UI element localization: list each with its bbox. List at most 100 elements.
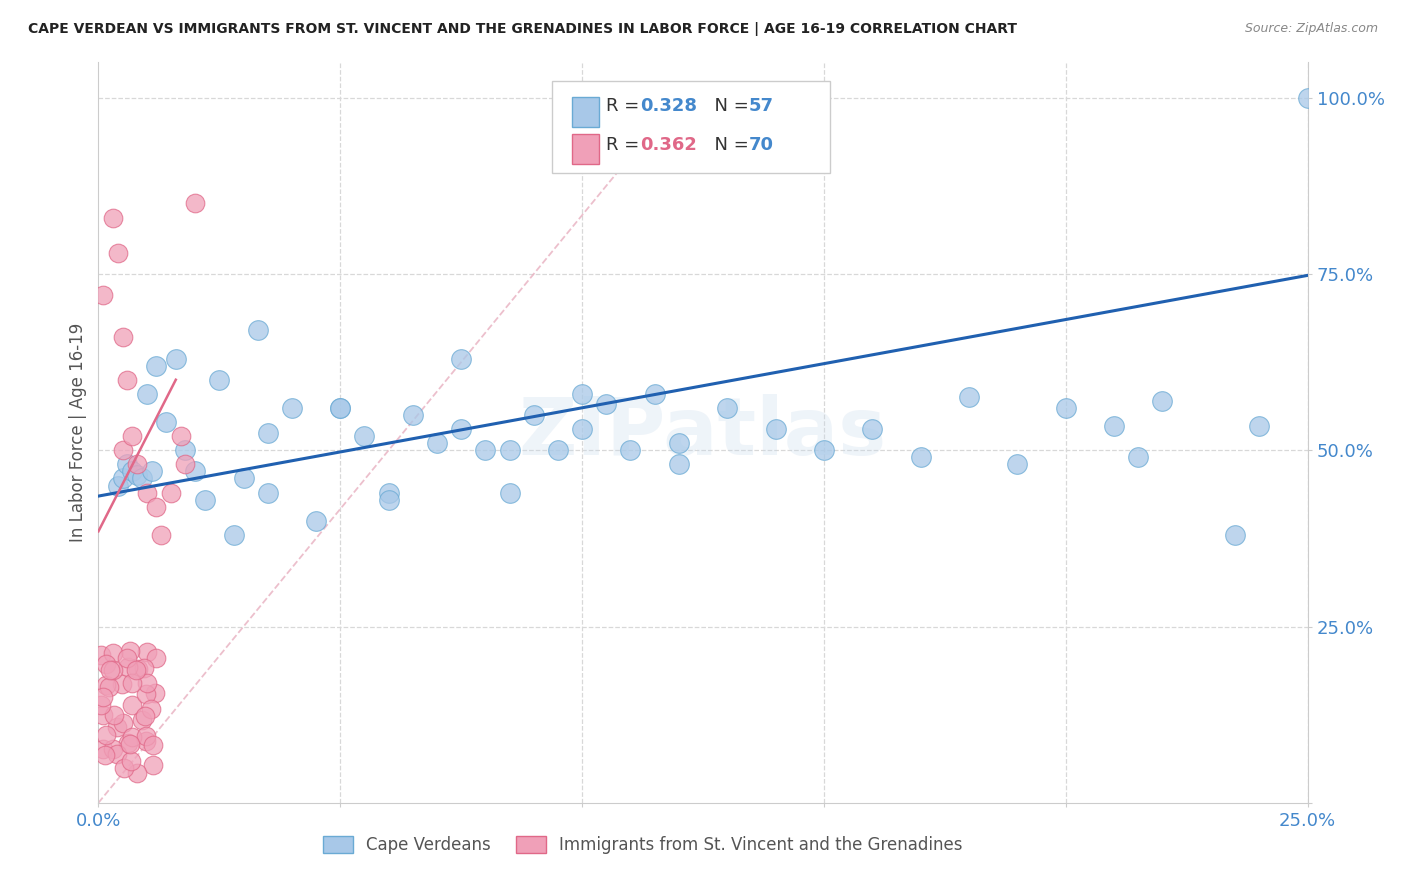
Bar bbox=[572, 135, 599, 164]
Point bbox=[765, 422, 787, 436]
Text: ZIPatlas: ZIPatlas bbox=[519, 393, 887, 472]
Point bbox=[402, 408, 425, 422]
Point bbox=[329, 401, 352, 415]
Point bbox=[135, 645, 157, 659]
Point bbox=[165, 351, 187, 366]
Point bbox=[117, 458, 139, 472]
Point bbox=[94, 678, 117, 692]
Point bbox=[111, 471, 134, 485]
Point bbox=[141, 464, 163, 478]
Text: CAPE VERDEAN VS IMMIGRANTS FROM ST. VINCENT AND THE GRENADINES IN LABOR FORCE | : CAPE VERDEAN VS IMMIGRANTS FROM ST. VINC… bbox=[28, 22, 1017, 37]
Point bbox=[117, 659, 139, 673]
Point bbox=[127, 467, 149, 482]
Point bbox=[107, 478, 129, 492]
Point bbox=[1152, 393, 1174, 408]
Legend: Cape Verdeans, Immigrants from St. Vincent and the Grenadines: Cape Verdeans, Immigrants from St. Vince… bbox=[316, 830, 969, 861]
Point bbox=[141, 738, 163, 752]
Point bbox=[329, 401, 352, 415]
Bar bbox=[572, 97, 599, 127]
Point bbox=[103, 708, 125, 723]
Point bbox=[426, 436, 449, 450]
Point bbox=[1007, 458, 1029, 472]
Point bbox=[118, 737, 141, 751]
Point bbox=[131, 471, 153, 485]
Point bbox=[121, 429, 143, 443]
Point bbox=[117, 651, 139, 665]
Point bbox=[377, 492, 399, 507]
Point bbox=[98, 663, 121, 677]
Point bbox=[450, 422, 472, 436]
Text: 70: 70 bbox=[749, 136, 773, 154]
Point bbox=[101, 211, 124, 225]
Point bbox=[101, 646, 124, 660]
Text: 0.328: 0.328 bbox=[640, 97, 697, 115]
Text: R =: R = bbox=[606, 136, 645, 154]
Point bbox=[96, 657, 118, 671]
Point bbox=[120, 754, 142, 768]
Point bbox=[194, 492, 217, 507]
Point bbox=[90, 648, 112, 663]
Point bbox=[131, 713, 153, 727]
Point bbox=[135, 387, 157, 401]
Point bbox=[121, 464, 143, 478]
Point bbox=[135, 729, 157, 743]
Point bbox=[94, 748, 117, 763]
Point bbox=[141, 757, 163, 772]
Point bbox=[281, 401, 304, 415]
Point bbox=[1054, 401, 1077, 415]
Point bbox=[125, 765, 148, 780]
Point bbox=[111, 676, 134, 690]
Point bbox=[145, 651, 167, 665]
Point bbox=[127, 662, 149, 676]
Point bbox=[256, 485, 278, 500]
Point bbox=[107, 245, 129, 260]
Point bbox=[957, 390, 980, 404]
Point bbox=[571, 387, 593, 401]
Point bbox=[91, 288, 114, 302]
Point bbox=[910, 450, 932, 465]
Point bbox=[1128, 450, 1150, 465]
Point bbox=[169, 429, 191, 443]
Point bbox=[474, 443, 496, 458]
Point bbox=[155, 415, 177, 429]
Point bbox=[160, 485, 183, 500]
Point bbox=[523, 408, 546, 422]
Point bbox=[135, 734, 157, 748]
Text: R =: R = bbox=[606, 97, 645, 115]
Point bbox=[145, 359, 167, 373]
Point bbox=[619, 443, 641, 458]
Y-axis label: In Labor Force | Age 16-19: In Labor Force | Age 16-19 bbox=[69, 323, 87, 542]
Point bbox=[232, 471, 254, 485]
Point bbox=[174, 458, 197, 472]
Point bbox=[121, 731, 143, 745]
Point bbox=[101, 741, 124, 756]
FancyBboxPatch shape bbox=[551, 81, 830, 173]
Point bbox=[174, 443, 197, 458]
Point bbox=[184, 196, 207, 211]
Point bbox=[118, 643, 141, 657]
Point bbox=[222, 528, 245, 542]
Text: 0.362: 0.362 bbox=[640, 136, 697, 154]
Point bbox=[256, 425, 278, 440]
Point bbox=[668, 436, 690, 450]
Point bbox=[353, 429, 375, 443]
Point bbox=[1249, 418, 1271, 433]
Point bbox=[127, 458, 149, 472]
Point bbox=[135, 676, 157, 690]
Point bbox=[105, 747, 128, 762]
Point bbox=[247, 323, 270, 337]
Point bbox=[571, 422, 593, 436]
Point bbox=[132, 661, 155, 675]
Point bbox=[117, 373, 139, 387]
Point bbox=[145, 500, 167, 514]
Point bbox=[94, 728, 117, 742]
Point bbox=[1102, 418, 1125, 433]
Point bbox=[668, 458, 690, 472]
Point bbox=[111, 330, 134, 344]
Point bbox=[595, 397, 617, 411]
Point bbox=[135, 687, 157, 701]
Point bbox=[305, 514, 328, 528]
Point bbox=[143, 686, 166, 700]
Point bbox=[377, 485, 399, 500]
Text: N =: N = bbox=[703, 97, 755, 115]
